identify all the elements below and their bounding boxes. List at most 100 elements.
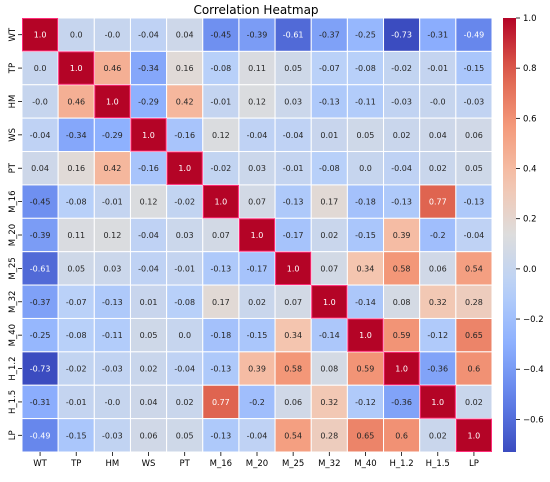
cell-label: 0.54: [465, 264, 483, 273]
cell-label: 0.54: [284, 431, 302, 440]
heatmap-cell: [202, 284, 240, 319]
cell-label: 0.28: [465, 298, 483, 307]
cell-label: 0.77: [212, 398, 230, 407]
heatmap-cell: [93, 117, 131, 153]
heatmap-cell: [21, 50, 59, 86]
cell-label: 0.06: [429, 264, 447, 273]
cell-label: -0.13: [102, 298, 123, 307]
cell-label: 0.28: [320, 431, 338, 440]
cell-label: 0.02: [140, 365, 158, 374]
heatmap-cell: [129, 50, 168, 86]
cell-label: -0.04: [174, 365, 195, 374]
heatmap-cell: [310, 117, 348, 153]
x-tick-label: H_1.5: [426, 459, 450, 469]
x-tick-label: HM: [106, 459, 120, 469]
cell-label: 0.32: [320, 398, 338, 407]
cell-label: -0.08: [355, 64, 376, 73]
heatmap-cell: [238, 251, 276, 286]
heatmap-cell: [129, 251, 168, 286]
cell-label: 0.17: [320, 198, 338, 207]
heatmap-cell: [383, 117, 421, 153]
heatmap-cell: [129, 317, 168, 353]
cell-label: 0.65: [465, 331, 483, 340]
y-tick-label: M_16: [8, 190, 18, 212]
diagonal-highlight: [383, 351, 420, 386]
heatmap-cell: [238, 117, 276, 153]
cell-label: 0.65: [357, 431, 375, 440]
heatmap-cell: [57, 84, 95, 119]
cell-label: -0.01: [427, 64, 448, 73]
heatmap-cell: [455, 351, 493, 386]
cell-label: -0.15: [66, 431, 87, 440]
cell-label: -0.39: [247, 31, 268, 40]
cell-label: 0.02: [429, 164, 447, 173]
cell-label: -0.15: [464, 64, 485, 73]
heatmap-cell: [129, 418, 168, 453]
heatmap-cell: [455, 50, 493, 86]
cell-label: 1.0: [251, 231, 264, 240]
y-tick-label: HM: [8, 95, 18, 109]
cell-label: 0.6: [468, 365, 481, 374]
cell-label: 0.11: [67, 231, 85, 240]
cell-label: -0.34: [66, 131, 87, 140]
cell-label: -0.0: [430, 97, 446, 106]
heatmap-cell: [238, 184, 276, 219]
heatmap-cell: [310, 351, 348, 386]
heatmap-cell: [455, 251, 493, 286]
y-tick-label: LP: [8, 430, 18, 440]
y-tick-label: H_1.2: [8, 356, 18, 380]
cell-label: 0.46: [67, 97, 85, 106]
cell-label: -0.18: [355, 198, 376, 207]
cell-label: -0.04: [391, 164, 412, 173]
heatmap-cell: [346, 117, 385, 153]
colorbar-tick-label: 0.4: [523, 165, 537, 175]
heatmap-cell: [383, 251, 421, 286]
heatmap-cell: [419, 384, 457, 420]
heatmap-cell: [202, 317, 240, 353]
cell-label: -0.13: [319, 97, 340, 106]
cell-label: -0.04: [138, 231, 159, 240]
heatmap-cell: [57, 151, 95, 186]
heatmap-cell: [21, 418, 59, 453]
cell-label: -0.12: [427, 331, 448, 340]
cell-label: -0.18: [210, 331, 231, 340]
cell-label: -0.08: [174, 298, 195, 307]
cell-label: 1.0: [323, 298, 336, 307]
cell-label: -0.08: [66, 198, 87, 207]
heatmap-cell: [129, 351, 168, 386]
heatmap-cell: [21, 184, 59, 219]
heatmap-cell: [419, 351, 457, 386]
cell-label: -0.13: [391, 198, 412, 207]
cell-label: -0.16: [138, 164, 159, 173]
cell-label: 0.04: [429, 131, 447, 140]
cell-label: -0.17: [247, 264, 268, 273]
cell-label: 0.07: [284, 298, 302, 307]
colorbar-tick-label: −0.4: [523, 365, 544, 375]
heatmap-cell: [202, 384, 240, 420]
heatmap-cell: [202, 251, 240, 286]
heatmap-cell: [274, 17, 312, 52]
y-tick-label: M_32: [8, 291, 18, 313]
cell-label: 0.34: [357, 264, 375, 273]
cell-label: 0.6: [395, 431, 408, 440]
cell-label: -0.0: [105, 398, 121, 407]
diagonal-highlight: [166, 151, 203, 185]
cell-label: -0.04: [30, 131, 51, 140]
cell-label: -0.14: [355, 298, 376, 307]
y-tick-label: PT: [8, 162, 18, 173]
heatmap-cell: [419, 317, 457, 353]
colorbar-tick-label: −0.2: [523, 315, 544, 325]
cell-label: 0.42: [103, 164, 121, 173]
cell-label: 0.02: [320, 231, 338, 240]
heatmap-cell: [455, 151, 493, 186]
cell-label: 0.0: [178, 331, 191, 340]
x-tick-label: M_20: [246, 459, 268, 469]
heatmap-cell: [383, 317, 421, 353]
y-tick-label: M_40: [8, 324, 18, 346]
cell-label: 0.01: [140, 298, 158, 307]
cell-label: -0.2: [430, 231, 446, 240]
cell-label: -0.01: [283, 164, 304, 173]
cell-label: -0.29: [138, 97, 159, 106]
heatmap-cell: [274, 284, 312, 319]
cell-label: -0.04: [283, 131, 304, 140]
